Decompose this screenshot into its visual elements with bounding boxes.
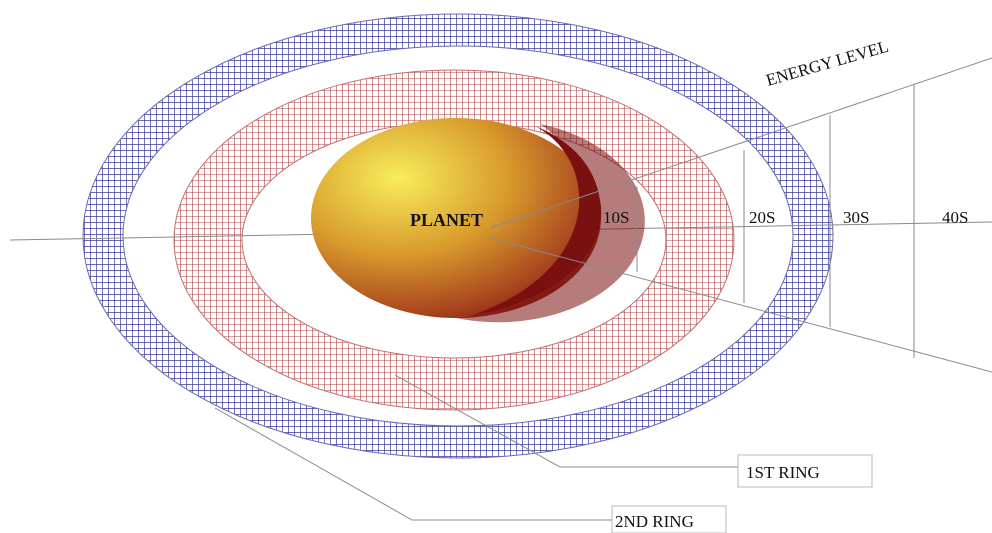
marker-label-30s: 30S <box>843 208 869 227</box>
marker-label-20s: 20S <box>749 208 775 227</box>
energy-level-label: ENERGY LEVEL <box>764 37 891 90</box>
first-ring-label: 1ST RING <box>746 463 820 482</box>
second-ring-callout-box <box>611 505 727 533</box>
marker-label-40s: 40S <box>942 208 968 227</box>
planet <box>311 118 645 323</box>
first-ring-leader <box>394 374 738 468</box>
second-ring-leader <box>214 407 612 521</box>
marker-label-10s: 10S <box>603 208 629 227</box>
second-ring-label: 2ND RING <box>615 512 694 531</box>
first-ring-callout-box <box>737 454 873 488</box>
planet-label: PLANET <box>410 210 483 230</box>
energy-line-upper <box>489 57 992 229</box>
energy-line-lower <box>489 237 992 373</box>
